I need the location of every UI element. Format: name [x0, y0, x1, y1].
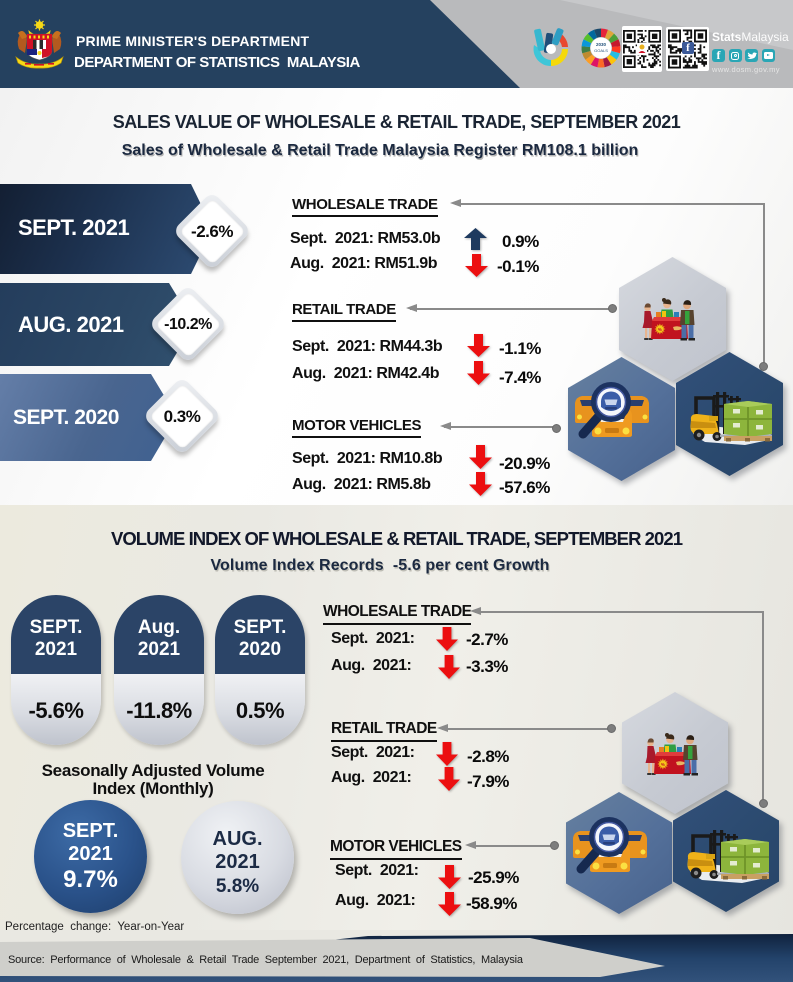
svg-text:%: % [658, 327, 662, 332]
svg-text:2030: 2030 [596, 42, 607, 47]
svg-text:%: % [661, 762, 665, 767]
svg-text:GOALS: GOALS [594, 48, 608, 53]
